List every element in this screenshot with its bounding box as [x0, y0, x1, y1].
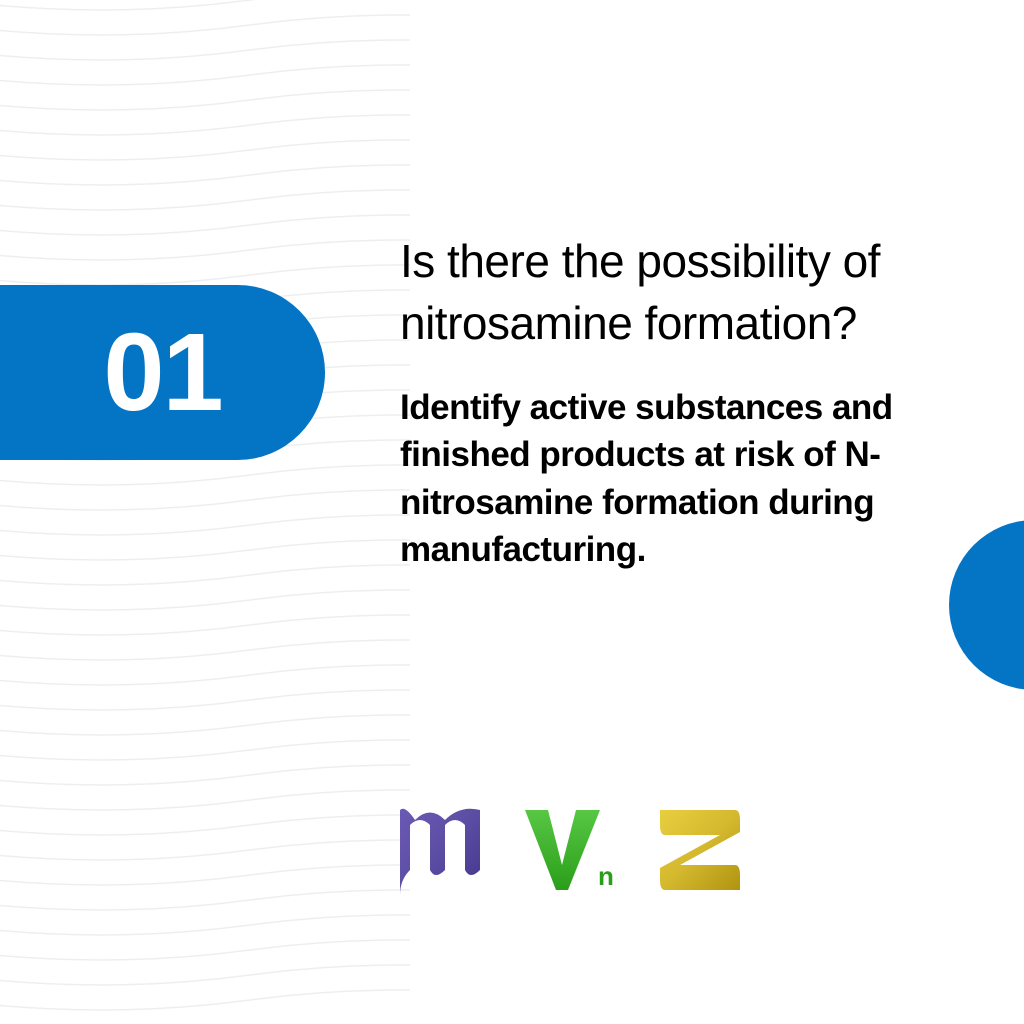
content-block: Is there the possibility of nitrosamine …: [400, 230, 930, 573]
badge-number: 01: [103, 309, 221, 436]
number-badge: 01: [0, 285, 325, 460]
vn-logo-icon: n: [520, 800, 620, 900]
body-text: Identify active substances and finished …: [400, 384, 930, 573]
wave-background: [0, 0, 410, 1024]
z-logo-icon: [650, 800, 750, 900]
svg-text:n: n: [598, 861, 614, 891]
heading-text: Is there the possibility of nitrosamine …: [400, 230, 930, 354]
mu-logo-icon: [390, 800, 490, 900]
logo-row: n: [390, 800, 750, 900]
right-accent-circle: [949, 520, 1024, 690]
